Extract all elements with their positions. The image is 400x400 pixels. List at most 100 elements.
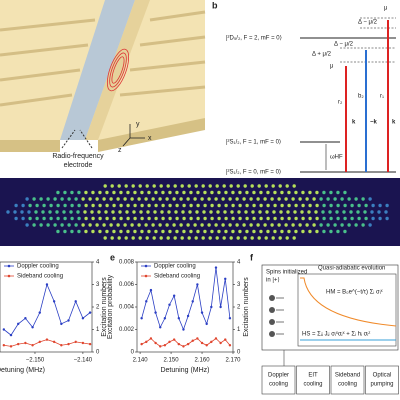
ion	[209, 210, 213, 214]
ion	[139, 210, 143, 214]
ion	[123, 223, 127, 227]
ion	[238, 190, 242, 195]
ion	[60, 223, 64, 227]
ion	[189, 229, 193, 234]
ion	[166, 236, 170, 240]
step-label: Sideband	[335, 373, 360, 379]
ion	[187, 236, 191, 240]
ion	[186, 197, 190, 201]
ion	[315, 229, 319, 234]
data-point	[154, 341, 157, 345]
ion	[252, 203, 256, 208]
data-point	[196, 337, 199, 340]
ion	[273, 203, 277, 208]
decay-curve	[300, 277, 397, 327]
ion	[203, 229, 207, 234]
ion	[124, 184, 128, 188]
data-point	[186, 314, 190, 318]
ion	[158, 223, 162, 227]
ion	[385, 203, 389, 208]
ion	[329, 216, 333, 221]
ion	[245, 216, 249, 221]
ion	[284, 223, 288, 227]
ion	[118, 210, 122, 214]
y2-tick-label: 0	[96, 350, 100, 356]
ion	[243, 184, 247, 188]
ion	[42, 203, 46, 208]
ion	[301, 203, 305, 208]
axis-label: x	[148, 135, 152, 142]
ion	[173, 184, 177, 188]
ion	[224, 190, 228, 195]
ion	[284, 197, 288, 201]
ion	[25, 223, 29, 227]
ion	[222, 184, 226, 188]
ion	[293, 210, 297, 214]
ion	[228, 223, 232, 227]
ion	[179, 223, 183, 227]
ion	[166, 184, 170, 188]
ion	[263, 223, 267, 227]
data-point	[38, 340, 41, 344]
legend-marker	[7, 274, 11, 278]
data-point	[163, 317, 167, 320]
ion	[126, 190, 130, 195]
ion	[203, 203, 207, 208]
ion	[245, 190, 249, 195]
ion	[168, 190, 172, 195]
ion	[249, 197, 253, 201]
ion	[245, 229, 249, 234]
electrode-face	[0, 140, 60, 152]
ion	[256, 223, 260, 227]
wavevector: −k	[370, 120, 378, 126]
ion	[277, 223, 281, 227]
ion	[256, 197, 260, 201]
ion	[231, 229, 235, 234]
ion	[294, 216, 298, 221]
panel-label: b	[212, 0, 218, 10]
axis-label: y	[136, 121, 140, 128]
ion	[244, 210, 248, 214]
ion	[364, 203, 368, 208]
ion	[53, 223, 57, 227]
ion	[278, 236, 282, 240]
data-point	[74, 300, 77, 303]
ion	[147, 229, 151, 234]
ion	[172, 223, 176, 227]
ion	[354, 197, 358, 201]
ion	[124, 236, 128, 240]
ion	[322, 190, 326, 195]
y2-tick-label: 2	[237, 305, 241, 311]
ion	[236, 236, 240, 240]
ion	[84, 229, 88, 234]
ion	[258, 210, 262, 214]
ion	[187, 184, 191, 188]
series-line	[141, 267, 231, 331]
ion	[42, 216, 46, 221]
ion	[56, 190, 60, 195]
level-label: |²S₁/₂, F = 1, mF = 0⟩	[226, 139, 281, 146]
ion	[214, 197, 218, 201]
ion	[111, 210, 115, 214]
ion	[273, 190, 277, 195]
ion	[55, 210, 59, 214]
ion	[280, 229, 284, 234]
ion	[217, 203, 221, 208]
ion	[174, 210, 178, 214]
ion	[119, 203, 123, 208]
ion	[154, 229, 158, 234]
ion	[63, 229, 67, 234]
ion	[235, 223, 239, 227]
ion	[151, 223, 155, 227]
ion	[110, 184, 114, 188]
ion	[208, 184, 212, 188]
ion	[203, 190, 207, 195]
ion	[6, 210, 10, 214]
trench	[60, 0, 135, 140]
ion	[194, 184, 198, 188]
ion	[243, 236, 247, 240]
ion	[264, 184, 268, 188]
x-axis-label: Detuning (MHz)	[0, 367, 45, 374]
ion	[14, 203, 18, 208]
ion	[201, 236, 205, 240]
